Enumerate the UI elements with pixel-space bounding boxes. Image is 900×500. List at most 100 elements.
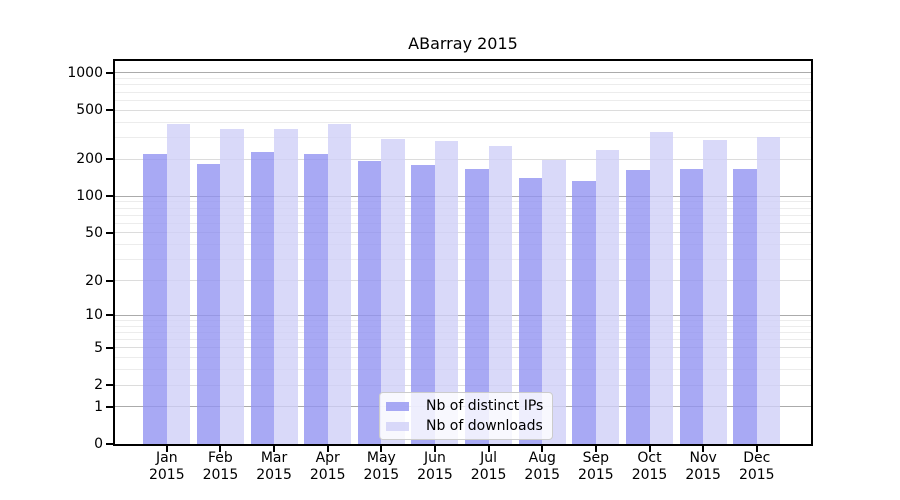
bar-distinct-ips-nov — [679, 169, 704, 444]
bar-downloads-jun — [434, 140, 459, 444]
gridline-300 — [115, 137, 811, 139]
x-tick-label-oct: Oct 2015 — [631, 450, 668, 483]
x-tick-label-sep: Sep 2015 — [578, 450, 614, 483]
gridline-2 — [115, 384, 811, 386]
y-tick-mark-5 — [106, 346, 113, 349]
y-tick-label-1000: 1000 — [67, 64, 103, 81]
bar-distinct-ips-feb — [196, 163, 221, 444]
bar-downloads-oct — [649, 131, 674, 444]
gridline-70 — [115, 214, 811, 216]
gridline-700 — [115, 91, 811, 93]
x-tick-label-jun: Jun 2015 — [417, 450, 453, 483]
y-tick-mark-1000 — [106, 71, 113, 74]
y-tick-mark-100 — [106, 195, 113, 198]
gridline-500 — [115, 109, 811, 111]
y-tick-label-500: 500 — [76, 102, 103, 119]
bar-distinct-ips-mar — [250, 151, 275, 444]
bar-downloads-mar — [274, 129, 298, 444]
bar-downloads-jul — [488, 145, 513, 444]
x-tick-mark-nov — [702, 446, 705, 452]
y-tick-label-200: 200 — [76, 151, 103, 168]
y-tick-label-0: 0 — [94, 436, 103, 452]
y-tick-label-20: 20 — [85, 272, 103, 289]
legend-row-distinct-ips: Nb of distinct IPs — [386, 396, 543, 416]
bar-distinct-ips-aug — [518, 177, 543, 444]
legend-label-downloads: Nb of downloads — [426, 418, 543, 434]
x-tick-label-jan: Jan 2015 — [148, 450, 185, 483]
y-tick-mark-50 — [106, 231, 113, 234]
x-tick-mark-jan — [165, 446, 168, 452]
x-tick-label-dec: Dec 2015 — [738, 450, 775, 483]
gridline-600 — [115, 99, 811, 101]
bar-distinct-ips-jan — [143, 153, 167, 444]
y-tick-mark-200 — [106, 158, 113, 161]
x-tick-mark-sep — [594, 446, 597, 452]
x-tick-label-apr: Apr 2015 — [309, 450, 346, 483]
bar-downloads-jan — [166, 123, 191, 444]
gridline-400 — [115, 121, 811, 123]
x-tick-label-may: May 2015 — [363, 450, 400, 483]
x-tick-label-jul: Jul 2015 — [470, 450, 507, 483]
x-tick-mark-mar — [273, 446, 276, 452]
gridline-80 — [115, 207, 811, 209]
x-tick-mark-may — [380, 446, 383, 452]
x-tick-mark-jun — [433, 446, 436, 452]
y-tick-label-1: 1 — [94, 398, 103, 415]
x-tick-mark-jul — [487, 446, 490, 452]
legend-label-distinct-ips: Nb of distinct IPs — [426, 398, 544, 414]
x-tick-label-feb: Feb 2015 — [202, 450, 239, 483]
x-tick-label-aug: Aug 2015 — [524, 450, 561, 483]
y-tick-label-100: 100 — [76, 188, 103, 205]
bar-downloads-dec — [756, 136, 781, 444]
y-tick-label-5: 5 — [94, 339, 103, 356]
gridline-5 — [115, 347, 811, 349]
gridline-800 — [115, 84, 811, 86]
bar-distinct-ips-apr — [304, 154, 328, 444]
legend: Nb of distinct IPs Nb of downloads — [379, 392, 554, 440]
bar-distinct-ips-jun — [411, 165, 435, 444]
gridline-3 — [115, 369, 811, 371]
bar-distinct-ips-oct — [626, 170, 650, 444]
y-tick-mark-20 — [106, 279, 113, 282]
gridline-50 — [115, 232, 811, 234]
x-tick-mark-aug — [541, 446, 544, 452]
gridline-20 — [115, 280, 811, 281]
y-tick-mark-10 — [106, 314, 113, 317]
gridline-10 — [115, 314, 811, 316]
gridline-9 — [115, 319, 811, 321]
x-tick-label-mar: Mar 2015 — [256, 450, 292, 483]
y-tick-mark-500 — [106, 109, 113, 112]
bar-downloads-sep — [595, 149, 620, 444]
gridline-40 — [115, 244, 811, 246]
gridline-60 — [115, 222, 811, 224]
legend-row-downloads: Nb of downloads — [386, 416, 543, 436]
x-tick-mark-feb — [219, 446, 222, 452]
bar-distinct-ips-may — [357, 160, 382, 444]
bar-downloads-may — [381, 139, 405, 444]
bar-downloads-feb — [220, 128, 244, 444]
y-tick-label-10: 10 — [85, 307, 103, 324]
gridline-90 — [115, 201, 811, 203]
x-tick-mark-oct — [648, 446, 651, 452]
x-tick-mark-apr — [326, 446, 329, 452]
y-tick-mark-1 — [106, 405, 113, 408]
x-tick-label-nov: Nov 2015 — [685, 450, 721, 483]
y-tick-mark-2 — [106, 384, 113, 386]
y-tick-mark-0 — [106, 443, 113, 445]
gridline-7 — [115, 331, 811, 333]
chart-title: ABarray 2015 — [408, 34, 518, 53]
x-tick-mark-dec — [755, 446, 758, 452]
gridline-30 — [115, 259, 811, 261]
gridline-8 — [115, 325, 811, 327]
legend-swatch-distinct-ips — [386, 401, 409, 411]
gridline-200 — [115, 158, 811, 160]
legend-swatch-downloads — [386, 421, 409, 431]
bar-downloads-nov — [703, 140, 727, 444]
bar-distinct-ips-dec — [733, 168, 757, 444]
bar-downloads-apr — [327, 124, 352, 444]
bar-distinct-ips-sep — [572, 181, 596, 444]
plot-area — [115, 61, 811, 444]
y-tick-label-2: 2 — [94, 377, 103, 393]
gridline-1000 — [115, 72, 811, 74]
